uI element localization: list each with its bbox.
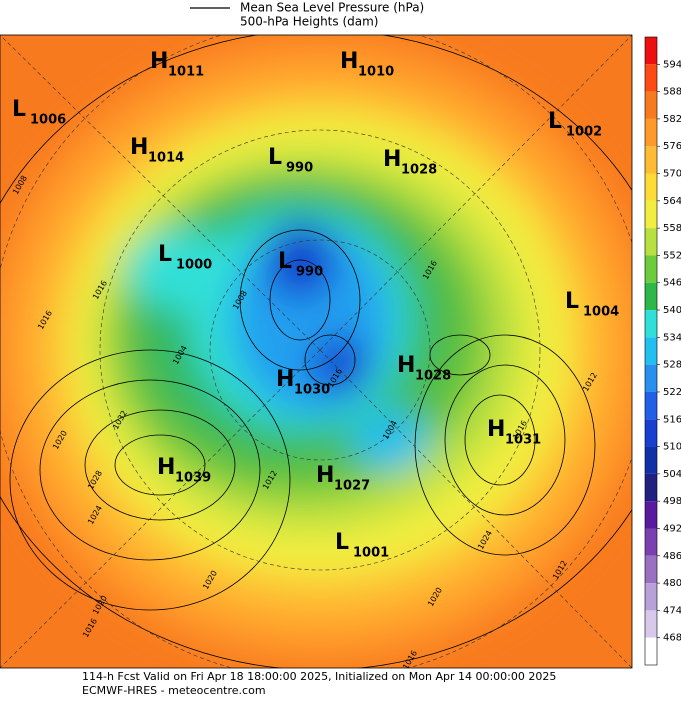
pressure-center-kind: H — [383, 147, 401, 172]
colorbar-tick-label: 540 — [663, 305, 681, 316]
colorbar-tick-label: 558 — [663, 223, 681, 234]
colorbar-frame — [644, 36, 658, 666]
colorbar-tick-label: 486 — [663, 551, 681, 562]
colorbar-tick-label: 564 — [663, 196, 681, 207]
colorbar-tick-label: 510 — [663, 442, 681, 453]
colorbar-segment — [645, 446, 657, 474]
pressure-center-kind: L — [565, 289, 579, 314]
pressure-center-kind: H — [150, 49, 168, 74]
pressure-center-value: 1002 — [566, 125, 602, 140]
colorbar-segment — [645, 310, 657, 338]
colorbar-segment — [645, 419, 657, 447]
colorbar-tick-label: 594 — [663, 59, 681, 70]
colorbar-segment — [645, 118, 657, 147]
pressure-center-kind: L — [12, 97, 26, 122]
colorbar-tick-label: 522 — [663, 387, 681, 398]
colorbar-tick-label: 498 — [663, 496, 681, 507]
legend-text: 500-hPa Heights (dam) — [240, 15, 378, 29]
colorbar-tick-label: 552 — [663, 250, 681, 261]
colorbar-tick-label: 492 — [663, 523, 681, 534]
pressure-center-kind: H — [487, 417, 505, 442]
pressure-center-value: 1031 — [505, 433, 541, 448]
colorbar-segment — [645, 583, 657, 611]
pressure-center-value: 1028 — [415, 369, 451, 384]
pressure-center-value: 990 — [296, 265, 323, 280]
pressure-center-kind: L — [268, 145, 282, 170]
height-field — [0, 40, 632, 660]
colorbar-segment — [645, 37, 657, 65]
pressure-center-value: 1004 — [583, 305, 619, 320]
pressure-center-kind: L — [278, 249, 292, 274]
pressure-center-value: 1010 — [358, 65, 394, 80]
colorbar-segment — [645, 637, 657, 665]
pressure-center-kind: H — [157, 455, 175, 480]
legend-text: Mean Sea Level Pressure (hPa) — [240, 1, 424, 15]
colorbar-segment — [645, 173, 657, 201]
colorbar: 594 588 582 576 570 564 558 552 546 540 534 528 522 5… — [644, 36, 681, 666]
colorbar-segment — [645, 364, 657, 392]
pressure-center-kind: L — [335, 530, 349, 555]
pressure-center-kind: H — [130, 135, 148, 160]
pressure-center-kind: L — [548, 109, 562, 134]
colorbar-segment — [645, 528, 657, 556]
map-frame — [0, 34, 633, 669]
pressure-center-value: 1011 — [168, 65, 204, 80]
colorbar-segment — [645, 473, 657, 502]
colorbar-segment — [645, 391, 657, 420]
colorbar-segment — [645, 337, 657, 365]
pressure-center-value: 1006 — [30, 113, 66, 128]
pressure-center-value: 1039 — [175, 471, 211, 486]
pressure-center-kind: H — [276, 367, 294, 392]
colorbar-segment — [645, 146, 657, 174]
colorbar-tick-label: 474 — [663, 605, 681, 616]
colorbar-tick-label: 588 — [663, 87, 681, 98]
colorbar-tick-label: 534 — [663, 332, 681, 343]
footer-text: 114-h Fcst Valid on Fri Apr 18 18:00:00 … — [82, 670, 556, 683]
pressure-center-value: 990 — [286, 161, 313, 176]
colorbar-tick-label: 504 — [663, 469, 681, 480]
colorbar-tick-label: 516 — [663, 414, 681, 425]
colorbar-segment — [645, 501, 657, 529]
pressure-center-value: 1028 — [401, 163, 437, 178]
pressure-center-value: 1030 — [294, 383, 330, 398]
pressure-center-kind: H — [397, 353, 415, 378]
colorbar-segment — [645, 228, 657, 256]
isobars — [0, 35, 632, 668]
pressure-center-value: 1014 — [148, 151, 184, 166]
pressure-center-kind: L — [158, 242, 172, 267]
colorbar-segment — [645, 200, 657, 229]
pressure-center-value: 1027 — [334, 479, 370, 494]
colorbar-tick-label: 576 — [663, 141, 681, 152]
colorbar-tick-label: 582 — [663, 114, 681, 125]
colorbar-tick-label: 546 — [663, 278, 681, 289]
colorbar-segment — [645, 610, 657, 638]
colorbar-tick-label: 480 — [663, 578, 681, 589]
colorbar-segment — [645, 555, 657, 584]
colorbar-segment — [645, 255, 657, 283]
colorbar-tick-label: 570 — [663, 169, 681, 180]
latitude-circles — [0, 35, 632, 668]
colorbar-segment — [645, 282, 657, 311]
pressure-center-kind: H — [316, 463, 334, 488]
footer-text: ECMWF-HRES - meteocentre.com — [82, 684, 266, 697]
colorbar-tick-label: 528 — [663, 360, 681, 371]
pressure-center-value: 1000 — [176, 258, 212, 273]
pressure-center-value: 1001 — [353, 546, 389, 561]
colorbar-segment — [645, 91, 657, 119]
pressure-center-kind: H — [340, 49, 358, 74]
colorbar-tick-label: 468 — [663, 633, 681, 644]
colorbar-segment — [645, 64, 657, 92]
